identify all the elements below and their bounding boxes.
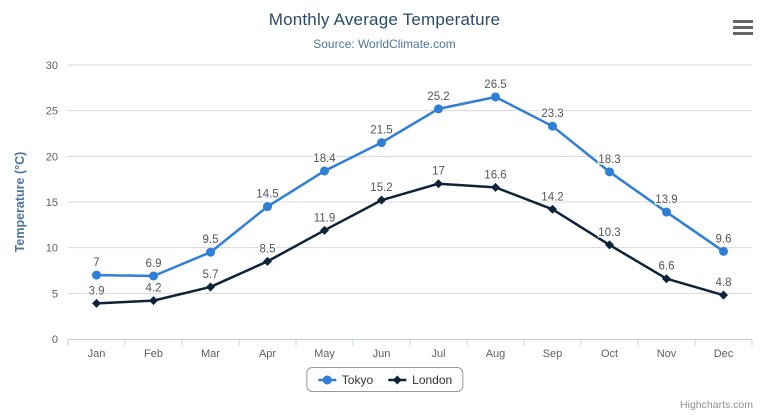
data-point[interactable]: [320, 225, 329, 235]
chart-legend: Tokyo London: [305, 367, 464, 392]
data-point[interactable]: [206, 247, 215, 257]
data-label: 16.6: [484, 169, 506, 181]
data-label: 13.9: [655, 194, 677, 206]
svg-text:Aug: Aug: [486, 348, 506, 360]
data-label: 26.5: [484, 79, 506, 91]
data-point[interactable]: [320, 166, 329, 176]
svg-text:5: 5: [52, 288, 58, 300]
data-label: 9.5: [203, 234, 219, 246]
data-label: 14.5: [256, 189, 278, 201]
svg-text:20: 20: [46, 151, 58, 163]
legend-item-tokyo[interactable]: Tokyo: [317, 373, 373, 387]
data-point[interactable]: [92, 270, 101, 280]
data-label: 3.9: [89, 285, 105, 297]
menu-bar: [733, 31, 753, 35]
data-point[interactable]: [491, 92, 500, 102]
data-point[interactable]: [263, 256, 272, 266]
series-london: 3.9 4.2 5.7 8.5 11.9 15.2 17 16.6 14.2 10.3 6.6 4.8: [87, 164, 733, 308]
series-tokyo: 7 6.9 9.5 14.5 18.4 21.5 25.2 26.5 23.3 18.3 13.9 9…: [92, 77, 733, 281]
data-label: 18.4: [313, 153, 336, 165]
data-point[interactable]: [377, 195, 386, 205]
data-point[interactable]: [548, 204, 557, 214]
hamburger-menu-icon[interactable]: [733, 17, 755, 37]
data-label: 7: [93, 257, 99, 269]
svg-text:Jan: Jan: [88, 348, 106, 360]
data-label: 4.8: [716, 277, 732, 289]
svg-text:May: May: [314, 348, 335, 360]
data-point[interactable]: [605, 167, 614, 177]
data-point[interactable]: [149, 271, 158, 281]
gridlines: [68, 64, 752, 294]
data-label: 10.3: [598, 227, 620, 239]
credits-link[interactable]: Highcharts.com: [680, 399, 753, 411]
data-point[interactable]: [377, 138, 386, 148]
data-point[interactable]: [434, 104, 443, 114]
legend-marker-circle-icon: [317, 375, 336, 384]
svg-text:25: 25: [46, 106, 58, 118]
data-label: 23.3: [541, 108, 563, 120]
svg-text:Nov: Nov: [657, 348, 677, 360]
svg-text:Feb: Feb: [144, 348, 163, 360]
data-label: 8.5: [260, 243, 276, 255]
x-axis: Jan Feb Mar Apr May Jun Jul Aug Sep Oct Nov Dec: [67, 339, 753, 360]
data-point[interactable]: [92, 298, 101, 308]
svg-text:Mar: Mar: [201, 348, 220, 360]
data-label: 18.3: [598, 154, 620, 166]
data-label: 6.9: [146, 258, 162, 270]
data-label: 14.2: [541, 191, 563, 203]
data-point[interactable]: [662, 207, 671, 217]
menu-bar: [733, 19, 753, 23]
data-point[interactable]: [662, 274, 671, 284]
svg-text:15: 15: [46, 197, 58, 209]
data-point[interactable]: [206, 282, 215, 292]
data-point[interactable]: [149, 296, 158, 306]
y-axis-title: Temperature (°C): [13, 152, 27, 253]
data-label: 6.6: [659, 261, 675, 273]
svg-text:0: 0: [52, 334, 58, 346]
menu-bar: [733, 25, 753, 29]
legend-item-london[interactable]: London: [387, 373, 452, 387]
data-label: 11.9: [314, 212, 336, 224]
svg-text:Dec: Dec: [714, 348, 734, 360]
data-label: 4.2: [146, 283, 162, 295]
data-label: 9.6: [716, 233, 732, 245]
legend-marker-diamond-icon: [388, 375, 407, 384]
chart-subtitle: Source: WorldClimate.com: [313, 37, 456, 51]
svg-text:Sep: Sep: [543, 348, 563, 360]
legend-label: Tokyo: [341, 372, 374, 387]
svg-text:10: 10: [46, 243, 58, 255]
data-label: 15.2: [370, 182, 392, 194]
data-point[interactable]: [605, 240, 614, 250]
data-label: 17: [432, 166, 445, 178]
data-point[interactable]: [434, 179, 443, 189]
svg-text:Apr: Apr: [259, 348, 276, 360]
y-axis-labels: 0 5 10 15 20 25 30: [46, 60, 58, 346]
svg-text:Jun: Jun: [373, 348, 391, 360]
data-point[interactable]: [719, 246, 728, 256]
data-point[interactable]: [491, 182, 500, 192]
data-label: 21.5: [370, 125, 392, 137]
legend-label: London: [412, 372, 453, 387]
chart-title: Monthly Average Temperature: [268, 10, 501, 29]
data-point[interactable]: [263, 202, 272, 212]
svg-text:30: 30: [46, 60, 58, 72]
svg-text:Oct: Oct: [601, 348, 618, 360]
data-point[interactable]: [548, 121, 557, 131]
data-label: 25.2: [427, 91, 449, 103]
svg-text:Jul: Jul: [431, 348, 445, 360]
data-point[interactable]: [719, 290, 728, 300]
data-label: 5.7: [203, 269, 219, 281]
